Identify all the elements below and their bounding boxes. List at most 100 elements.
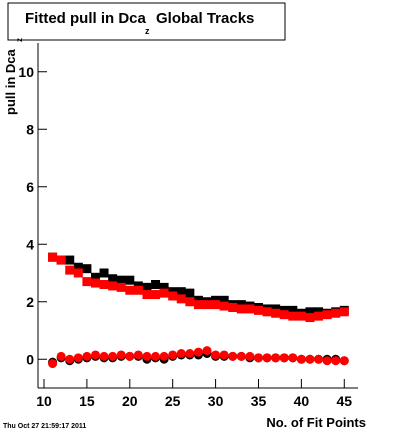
- marker: [133, 350, 143, 360]
- x-axis-label: No. of Fit Points: [266, 415, 366, 430]
- marker: [56, 255, 66, 265]
- marker: [168, 291, 178, 301]
- marker: [331, 308, 341, 318]
- marker: [296, 311, 306, 321]
- marker: [236, 304, 246, 314]
- footer: Thu Oct 27 21:59:17 2011: [3, 423, 86, 430]
- marker: [82, 264, 92, 274]
- marker: [219, 301, 229, 311]
- marker: [151, 280, 161, 289]
- marker: [228, 303, 238, 312]
- marker: [142, 290, 152, 300]
- x-tick-label: 40: [294, 393, 310, 409]
- y-tick-label: 10: [18, 64, 34, 80]
- marker: [305, 307, 315, 317]
- x-tick-label: 35: [251, 393, 267, 409]
- marker: [116, 350, 126, 360]
- marker: [65, 255, 75, 265]
- marker: [82, 351, 92, 361]
- marker: [185, 297, 195, 307]
- marker: [228, 351, 238, 361]
- marker: [185, 288, 195, 298]
- marker: [271, 308, 281, 318]
- marker: [245, 304, 255, 314]
- y-tick-label: 8: [26, 121, 34, 137]
- marker: [253, 353, 263, 363]
- x-tick-label: 45: [336, 393, 352, 409]
- marker: [125, 351, 135, 361]
- marker: [99, 351, 109, 361]
- marker: [151, 290, 161, 300]
- marker: [314, 354, 324, 364]
- marker: [314, 311, 324, 321]
- marker: [168, 350, 178, 360]
- marker: [116, 275, 126, 285]
- marker: [339, 356, 349, 366]
- chart-title-rest: Global Tracks: [156, 10, 254, 27]
- marker: [48, 359, 58, 369]
- marker: [288, 353, 298, 363]
- marker: [108, 274, 118, 284]
- chart-title: Fitted pull in Dca: [25, 10, 146, 27]
- marker: [271, 353, 281, 363]
- marker: [90, 350, 100, 360]
- marker: [151, 351, 161, 361]
- marker: [90, 278, 100, 288]
- x-tick-label: 15: [79, 393, 95, 409]
- marker: [202, 300, 212, 310]
- marker: [142, 282, 152, 292]
- marker: [288, 305, 298, 315]
- marker: [159, 282, 169, 292]
- marker: [48, 252, 58, 262]
- marker: [133, 285, 143, 295]
- marker: [176, 287, 186, 297]
- marker: [211, 350, 221, 360]
- marker: [279, 353, 289, 363]
- marker: [73, 353, 83, 363]
- marker: [65, 354, 75, 364]
- marker: [125, 275, 135, 285]
- marker: [108, 351, 118, 361]
- marker: [202, 346, 212, 356]
- marker: [211, 300, 221, 310]
- marker: [331, 356, 341, 366]
- marker: [56, 351, 66, 361]
- marker: [73, 268, 83, 278]
- marker: [305, 354, 315, 364]
- x-tick-label: 10: [36, 393, 52, 409]
- y-tick-label: 2: [26, 294, 34, 310]
- marker: [176, 294, 186, 304]
- y-tick-label: 0: [26, 351, 34, 367]
- marker: [73, 262, 83, 272]
- marker: [193, 347, 203, 357]
- marker: [245, 351, 255, 361]
- marker: [108, 281, 118, 291]
- marker: [90, 272, 100, 282]
- marker: [305, 313, 315, 323]
- marker: [296, 354, 306, 364]
- marker: [99, 280, 109, 289]
- marker: [262, 353, 272, 363]
- marker: [142, 351, 152, 361]
- marker: [99, 268, 109, 278]
- y-label-group: pull in Dca z: [3, 38, 24, 115]
- y-tick-label: 4: [26, 236, 34, 252]
- marker: [339, 307, 349, 317]
- marker: [159, 351, 169, 361]
- marker: [322, 356, 332, 366]
- marker: [288, 311, 298, 321]
- marker: [219, 295, 229, 305]
- marker: [159, 288, 169, 298]
- marker: [262, 307, 272, 317]
- marker: [65, 265, 75, 275]
- marker: [125, 285, 135, 295]
- x-tick-label: 20: [122, 393, 138, 409]
- marker: [82, 277, 92, 287]
- marker: [279, 310, 289, 320]
- y-tick-label: 6: [26, 179, 34, 195]
- marker: [185, 349, 195, 358]
- marker: [253, 305, 263, 315]
- marker: [193, 300, 203, 310]
- marker: [219, 350, 229, 360]
